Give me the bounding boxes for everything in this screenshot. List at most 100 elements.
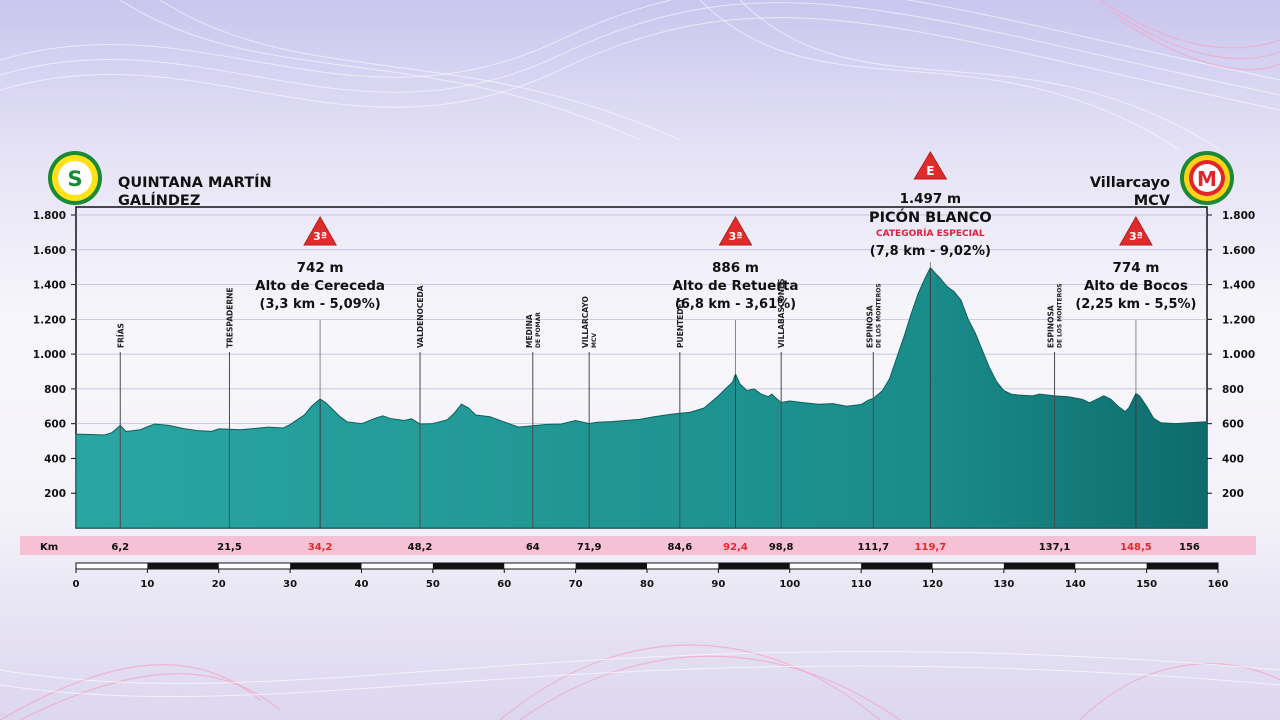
climb-detail: (7,8 km - 9,02%) [870,244,991,259]
climb-altitude: 742 m [297,260,344,276]
km-mark-label: 92,4 [723,542,748,553]
climb-name: Alto de Cereceda [255,278,385,294]
town-label: VILLARCAYO MCV [581,296,598,348]
town-label: ESPINOSA DE LOS MONTEROS [1047,283,1064,348]
town-label: VILLABASCONES [777,278,786,348]
climb-category-icon [303,215,337,246]
climb-category-icon [1119,215,1153,246]
scale-tick-label: 40 [355,579,369,590]
y-tick-label-right: 200 [1222,488,1244,500]
scale-tick-label: 60 [497,579,511,590]
scale-bar-segment [575,563,647,569]
y-tick-label-right: 1.800 [1222,210,1255,222]
y-tick-label-right: 1.600 [1222,245,1255,257]
town-label-line: DE LOS MONTEROS [1057,283,1064,348]
km-mark-label: 71,9 [577,542,602,553]
scale-tick-label: 110 [851,579,872,590]
km-mark-label: 98,8 [769,542,794,553]
y-tick-label-right: 1.400 [1222,280,1255,292]
town-label-line: ESPINOSA [865,305,874,348]
y-tick-label-right: 800 [1222,384,1244,396]
km-mark-label: 48,2 [408,542,433,553]
start-badge: S [48,151,102,205]
km-mark-label: 21,5 [217,542,242,553]
scale-tick-label: 20 [212,579,226,590]
km-mark-label: 119,7 [915,542,947,553]
y-tick-label-right: 1.000 [1222,349,1255,361]
scale-tick-label: 0 [73,579,80,590]
scale-tick-label: 100 [779,579,800,590]
km-mark-label: 137,1 [1039,542,1071,553]
scale-tick-label: 140 [1065,579,1086,590]
scale-tick-label: 90 [711,579,725,590]
scale-bar-segment [432,563,505,569]
town-label: MEDINA DE POMAR [525,312,542,348]
scale-tick-label: 50 [426,579,440,590]
town-label: ESPINOSA DE LOS MONTEROS [865,283,882,348]
finish-badge-letter: M [1197,167,1217,191]
scale-tick-label: 160 [1208,579,1229,590]
town-label-line: VILLARCAYO [581,296,590,348]
climb-category-text: E [926,164,934,178]
km-mark-label: 156 [1179,542,1200,553]
scale-tick-label: 130 [993,579,1014,590]
scale-tick-label: 30 [283,579,297,590]
km-band [20,536,1256,555]
scale-tick-label: 70 [569,579,583,590]
town-label-line: MCV [591,333,598,348]
y-axis-left: 200 400 600 800 1.000 1.200 1.400 1.600 1.800 [33,210,76,500]
y-tick-label-right: 600 [1222,419,1244,431]
km-mark-label: 64 [526,542,540,553]
scale-tick-label: 150 [1136,579,1157,590]
km-mark-label: 84,6 [667,542,692,553]
climb-subtitle: CATEGORÍA ESPECIAL [876,227,985,239]
start-town-line1: QUINTANA MARTÍN [118,174,272,191]
climb-label: 3ª 886 m Alto de Retuerta (6,8 km - 3,61%) [672,215,799,312]
scale-bar-segment [1003,563,1076,569]
km-mark-label: 148,5 [1120,542,1152,553]
y-tick-label-left: 400 [44,453,66,465]
climb-category-text: 3ª [313,230,327,243]
climb-category-icon [913,151,948,180]
town-label-line: TRESPADERNE [225,287,234,348]
y-tick-label-left: 1.200 [33,314,66,326]
town-labels: FRÍAS TRESPADERNE VALDENOCEDA MEDINA DE POMA… [116,278,1063,348]
town-label-line: PUENTEDEY [676,297,685,348]
scale-tick-label: 10 [140,579,154,590]
climb-detail: (6,8 km - 3,61%) [675,297,796,312]
y-tick-label-right: 1.200 [1222,314,1255,326]
y-tick-label-left: 1.000 [33,349,66,361]
distance-scale-bar: 0 10 20 30 40 50 60 70 80 90 100 110 120 130 140 150 160 [73,562,1229,590]
y-tick-label-right: 400 [1222,453,1244,465]
scale-bar-segment [718,563,790,569]
y-tick-label-left: 200 [44,488,66,500]
climb-name: Alto de Bocos [1084,278,1188,294]
scale-bar-segment [861,563,933,569]
climb-altitude: 774 m [1112,260,1159,276]
town-label-line: MEDINA [525,314,534,348]
climb-category-text: 3ª [1129,230,1143,243]
scale-tick-label: 120 [922,579,943,590]
km-mark-label: 6,2 [111,542,129,553]
km-mark-label: 34,2 [308,542,333,553]
start-badge-letter: S [67,167,82,191]
town-label: VALDENOCEDA [416,285,425,348]
y-tick-label-left: 800 [44,384,66,396]
climb-category-icon [718,215,753,246]
climb-label: 3ª 742 m Alto de Cereceda (3,3 km - 5,09%) [255,215,385,312]
town-label: FRÍAS [116,323,125,348]
town-label-line: VALDENOCEDA [416,285,425,348]
y-tick-label-left: 1.600 [33,245,66,257]
y-axis-right: 200 400 600 800 1.000 1.200 1.400 1.600 1.800 [1207,210,1255,500]
km-band-label: Km [40,542,58,553]
town-label-line: ESPINOSA [1047,305,1056,348]
town-label: TRESPADERNE [225,287,234,348]
finish-town-line2: MCV [1134,193,1171,209]
scale-bar-segment [290,563,362,569]
town-label-line: FRÍAS [116,323,125,348]
scale-bar-segment [1146,563,1218,569]
km-marks: 6,2 21,5 34,2 48,2 64 71,9 84,6 92,4 98,8 111,7 11… [111,542,1200,553]
waypoint-lines [119,262,1137,528]
